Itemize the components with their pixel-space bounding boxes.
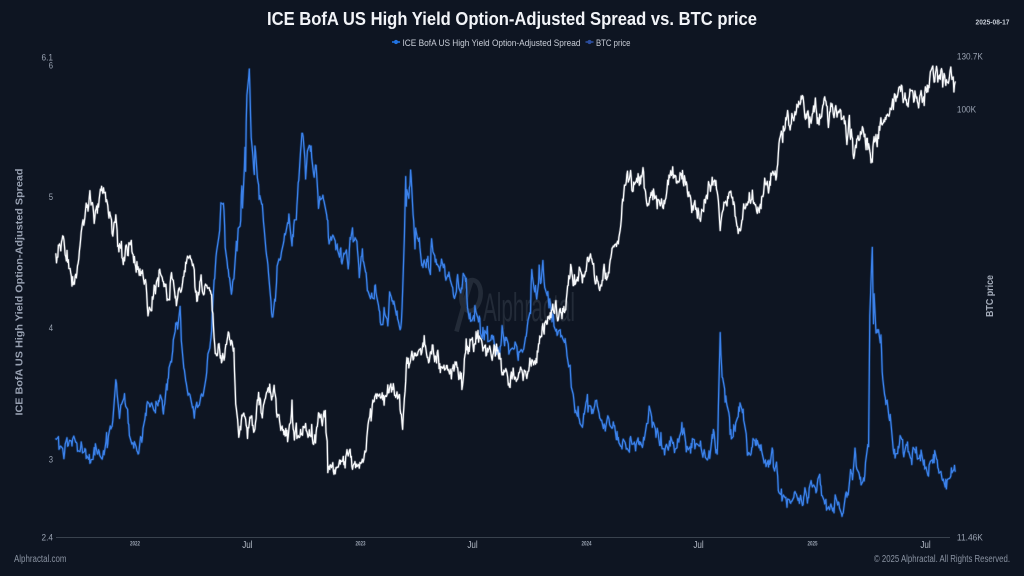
- svg-text:ICE BofA US High Yield Option-: ICE BofA US High Yield Option-Adjusted S…: [267, 8, 757, 29]
- svg-text:BTC price: BTC price: [596, 38, 631, 49]
- svg-text:4: 4: [49, 323, 54, 334]
- svg-text:Jul: Jul: [242, 540, 252, 551]
- svg-text:2023: 2023: [356, 541, 366, 547]
- svg-text:Jul: Jul: [467, 540, 477, 551]
- svg-text:BTC price: BTC price: [985, 275, 996, 317]
- svg-text:2022: 2022: [130, 541, 140, 547]
- svg-text:ICE BofA US High Yield Option-: ICE BofA US High Yield Option-Adjusted S…: [403, 38, 581, 49]
- svg-text:2025-08-17: 2025-08-17: [976, 18, 1010, 27]
- svg-text:Jul: Jul: [920, 540, 930, 551]
- svg-text:Alphractal.com: Alphractal.com: [14, 554, 67, 565]
- svg-text:11.46K: 11.46K: [957, 533, 984, 544]
- svg-text:2.4: 2.4: [42, 533, 54, 544]
- svg-text:5: 5: [49, 192, 53, 203]
- svg-text:6.1: 6.1: [42, 52, 54, 63]
- svg-text:6: 6: [49, 61, 53, 72]
- svg-text:© 2025 Alphractal. All Rights: © 2025 Alphractal. All Rights Reserved.: [874, 554, 1010, 565]
- svg-text:3: 3: [49, 454, 53, 465]
- svg-text:Alphractal: Alphractal: [483, 286, 575, 330]
- svg-text:100K: 100K: [957, 105, 977, 116]
- svg-text:ICE BofA US High Yield Option-: ICE BofA US High Yield Option-Adjusted S…: [14, 169, 26, 416]
- svg-text:2024: 2024: [582, 541, 592, 547]
- svg-text:2025: 2025: [808, 541, 818, 547]
- svg-text:Jul: Jul: [693, 540, 703, 551]
- svg-text:130.7K: 130.7K: [957, 52, 984, 63]
